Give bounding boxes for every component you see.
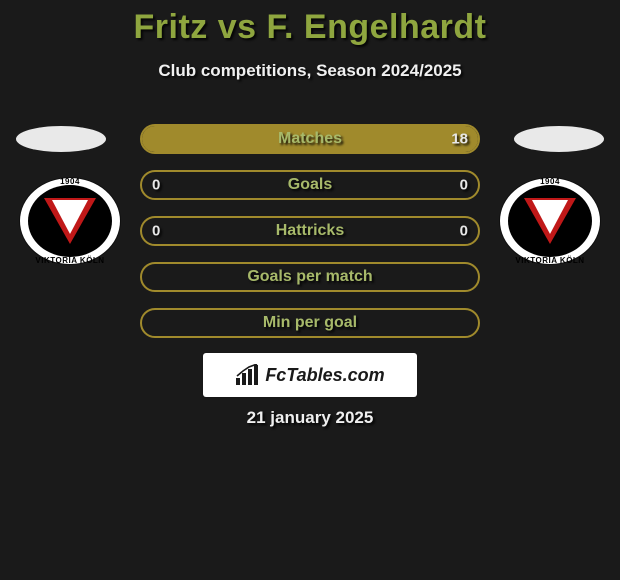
- bar-chart-icon: [235, 364, 259, 386]
- stat-right-value: 0: [460, 223, 468, 240]
- stat-right-value: 18: [451, 131, 468, 148]
- stat-row-matches: Matches 18: [140, 124, 480, 154]
- stat-row-hattricks: 0 Hattricks 0: [140, 216, 480, 246]
- stat-label: Goals: [288, 176, 332, 194]
- fctables-text: FcTables.com: [265, 365, 384, 386]
- stat-left-value: 0: [152, 223, 160, 240]
- subtitle: Club competitions, Season 2024/2025: [0, 61, 620, 81]
- player-right-avatar: [514, 126, 604, 152]
- stat-row-min-per-goal: Min per goal: [140, 308, 480, 338]
- player-left-avatar: [16, 126, 106, 152]
- stat-row-goals: 0 Goals 0: [140, 170, 480, 200]
- stat-label: Matches: [278, 130, 342, 148]
- stat-right-value: 0: [460, 177, 468, 194]
- stat-label: Min per goal: [263, 314, 357, 332]
- fctables-watermark: FcTables.com: [203, 353, 417, 397]
- club-badge-right: 1904 VIKTORIA KÖLN: [500, 178, 600, 264]
- badge-club-name: VIKTORIA KÖLN: [20, 256, 120, 265]
- club-badge-left: 1904 VIKTORIA KÖLN: [20, 178, 120, 264]
- page-title: Fritz vs F. Engelhardt: [0, 0, 620, 47]
- stats-block: Matches 18 0 Goals 0 0 Hattricks 0 Goals…: [140, 124, 480, 354]
- stat-left-value: 0: [152, 177, 160, 194]
- badge-club-name: VIKTORIA KÖLN: [500, 256, 600, 265]
- date-line: 21 january 2025: [0, 408, 620, 428]
- stat-label: Hattricks: [276, 222, 344, 240]
- stat-label: Goals per match: [247, 268, 372, 286]
- stat-row-goals-per-match: Goals per match: [140, 262, 480, 292]
